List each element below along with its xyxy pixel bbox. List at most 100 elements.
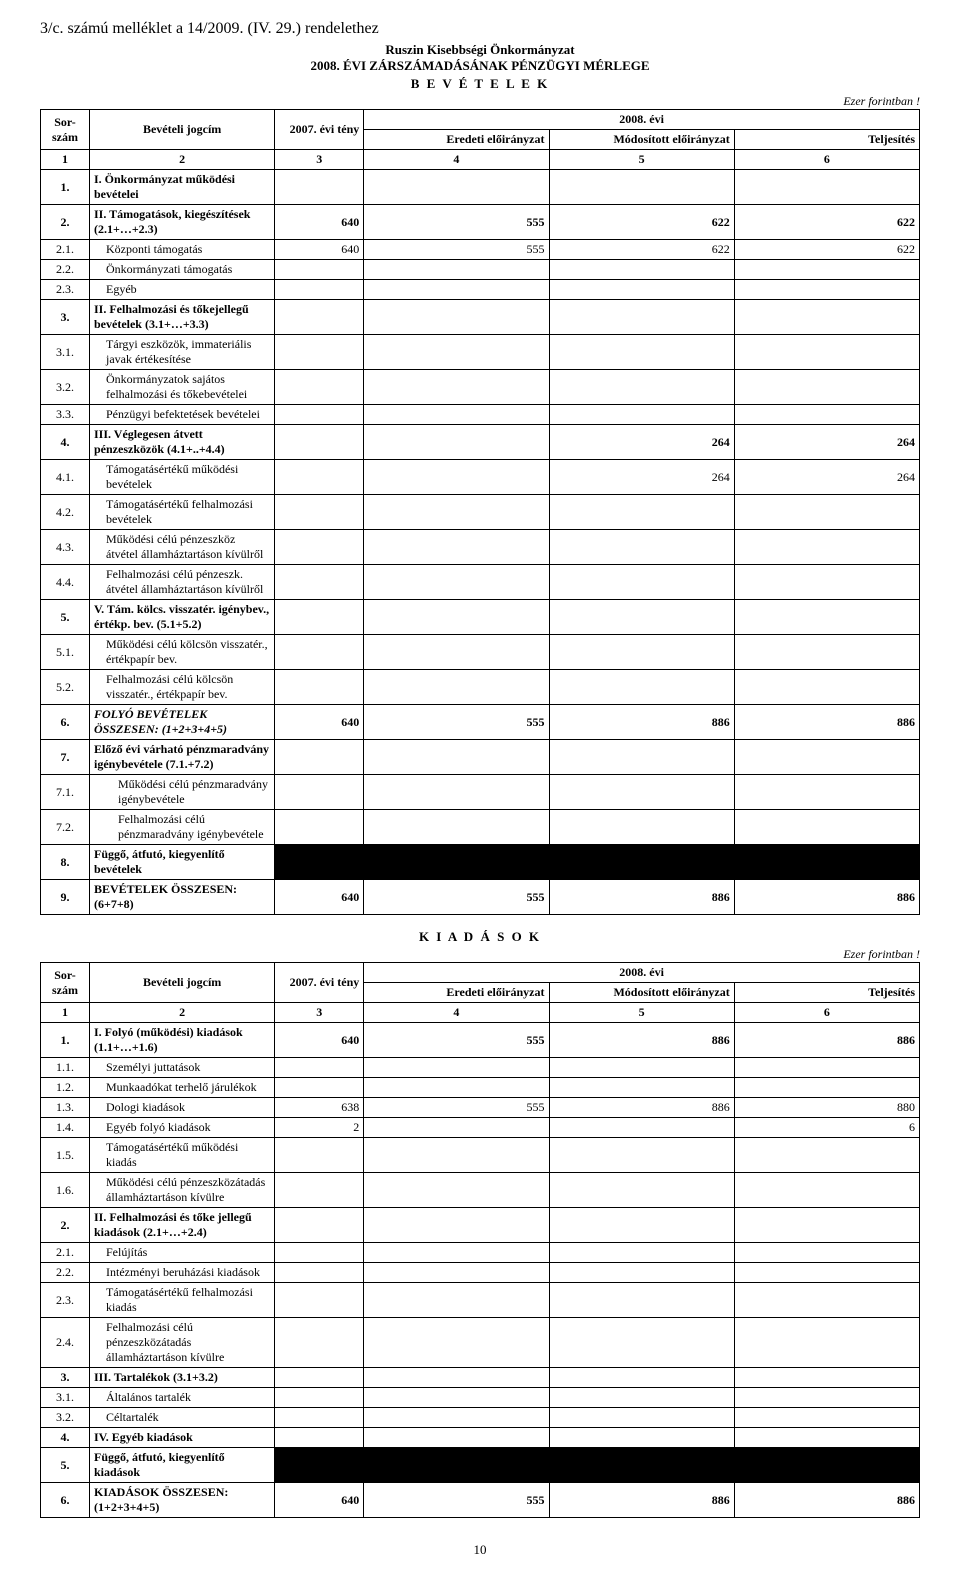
row-title: Működési célú pénzeszköz átvétel államhá… (90, 530, 275, 565)
row-value (549, 565, 734, 600)
row-value: 886 (734, 1483, 919, 1518)
row-title: Tárgyi eszközök, immateriális javak érté… (90, 335, 275, 370)
row-value (549, 170, 734, 205)
table-row: 4.IV. Egyéb kiadások (41, 1428, 920, 1448)
row-number: 3.1. (41, 1388, 90, 1408)
row-value (734, 600, 919, 635)
row-value (364, 1208, 549, 1243)
page-number: 10 (40, 1542, 920, 1558)
row-value: 880 (734, 1098, 919, 1118)
row-number: 1.1. (41, 1058, 90, 1078)
row-number: 7. (41, 740, 90, 775)
colnum-1-k: 1 (41, 1003, 90, 1023)
row-number: 2. (41, 205, 90, 240)
th-modositott: Módosított előirányzat (549, 130, 734, 150)
row-value (275, 300, 364, 335)
row-number: 2.2. (41, 260, 90, 280)
row-title: Munkaadókat terhelő járulékok (90, 1078, 275, 1098)
row-value: 622 (549, 240, 734, 260)
row-value (549, 495, 734, 530)
th-2007-k: 2007. évi tény (275, 963, 364, 1003)
table-row: 1.I. Önkormányzat működési bevételei (41, 170, 920, 205)
row-value (549, 1118, 734, 1138)
row-title: BEVÉTELEK ÖSSZESEN: (6+7+8) (90, 880, 275, 915)
row-value: 264 (734, 460, 919, 495)
row-number: 4.3. (41, 530, 90, 565)
row-value: 622 (734, 240, 919, 260)
row-number: 2.3. (41, 280, 90, 300)
kiadasok-table: Sor- szám Bevételi jogcím 2007. évi tény… (40, 962, 920, 1518)
row-value (364, 1388, 549, 1408)
th-jogcim: Bevételi jogcím (90, 110, 275, 150)
colnum-6: 6 (734, 150, 919, 170)
row-value (549, 1448, 734, 1483)
row-value (275, 670, 364, 705)
row-value (549, 280, 734, 300)
row-value (734, 495, 919, 530)
row-title: I. Önkormányzat működési bevételei (90, 170, 275, 205)
row-title: II. Támogatások, kiegészítések (2.1+…+2.… (90, 205, 275, 240)
row-number: 1.4. (41, 1118, 90, 1138)
table-row: 3.1.Általános tartalék (41, 1388, 920, 1408)
row-value (275, 810, 364, 845)
row-value: 555 (364, 1023, 549, 1058)
table-row: 6.FOLYÓ BEVÉTELEK ÖSSZESEN: (1+2+3+4+5)6… (41, 705, 920, 740)
row-number: 4.1. (41, 460, 90, 495)
table-row: 4.3.Működési célú pénzeszköz átvétel áll… (41, 530, 920, 565)
row-title: IV. Egyéb kiadások (90, 1428, 275, 1448)
row-value (734, 280, 919, 300)
row-value (734, 1243, 919, 1263)
row-title: Személyi juttatások (90, 1058, 275, 1078)
row-value: 555 (364, 240, 549, 260)
row-number: 5. (41, 1448, 90, 1483)
document-title: 2008. ÉVI ZÁRSZÁMADÁSÁNAK PÉNZÜGYI MÉRLE… (40, 58, 920, 74)
colnum-4: 4 (364, 150, 549, 170)
row-value (364, 300, 549, 335)
table-row: 1.3.Dologi kiadások638555886880 (41, 1098, 920, 1118)
row-value: 886 (549, 880, 734, 915)
th-2007: 2007. évi tény (275, 110, 364, 150)
row-value (549, 1243, 734, 1263)
table-row: 4.1.Támogatásértékű működési bevételek26… (41, 460, 920, 495)
row-value: 886 (549, 1483, 734, 1518)
row-value (734, 530, 919, 565)
table-row: 1.I. Folyó (működési) kiadások (1.1+…+1.… (41, 1023, 920, 1058)
th-teljesites: Teljesítés (734, 130, 919, 150)
th-modositott-k: Módosított előirányzat (549, 983, 734, 1003)
row-value: 555 (364, 1098, 549, 1118)
row-value (549, 1138, 734, 1173)
row-value: 640 (275, 705, 364, 740)
table-row: 5.2.Felhalmozási célú kölcsön visszatér.… (41, 670, 920, 705)
row-title: III. Tartalékok (3.1+3.2) (90, 1368, 275, 1388)
table-row: 4.4.Felhalmozási célú pénzeszk. átvétel … (41, 565, 920, 600)
row-title: V. Tám. kölcs. visszatér. igénybev., ért… (90, 600, 275, 635)
unit-label-bottom: Ezer forintban ! (40, 947, 920, 962)
row-value (549, 1368, 734, 1388)
row-value (275, 1138, 364, 1173)
row-number: 1.6. (41, 1173, 90, 1208)
colnum-1: 1 (41, 150, 90, 170)
row-value (549, 1318, 734, 1368)
row-number: 5.1. (41, 635, 90, 670)
table-row: 2.3.Egyéb (41, 280, 920, 300)
row-value (364, 280, 549, 300)
row-number: 3.3. (41, 405, 90, 425)
row-value (734, 370, 919, 405)
row-number: 2.1. (41, 240, 90, 260)
row-title: Dologi kiadások (90, 1098, 275, 1118)
row-number: 1. (41, 170, 90, 205)
row-number: 7.1. (41, 775, 90, 810)
row-value (549, 1173, 734, 1208)
row-value (275, 1408, 364, 1428)
row-value (734, 635, 919, 670)
table-row: 2.3.Támogatásértékű felhalmozási kiadás (41, 1283, 920, 1318)
row-value (549, 1428, 734, 1448)
row-value (549, 775, 734, 810)
row-value (734, 260, 919, 280)
row-value (734, 565, 919, 600)
row-value (275, 1283, 364, 1318)
row-value (275, 460, 364, 495)
row-value: 640 (275, 880, 364, 915)
table-row: 2.1.Központi támogatás640555622622 (41, 240, 920, 260)
row-value: 886 (734, 880, 919, 915)
